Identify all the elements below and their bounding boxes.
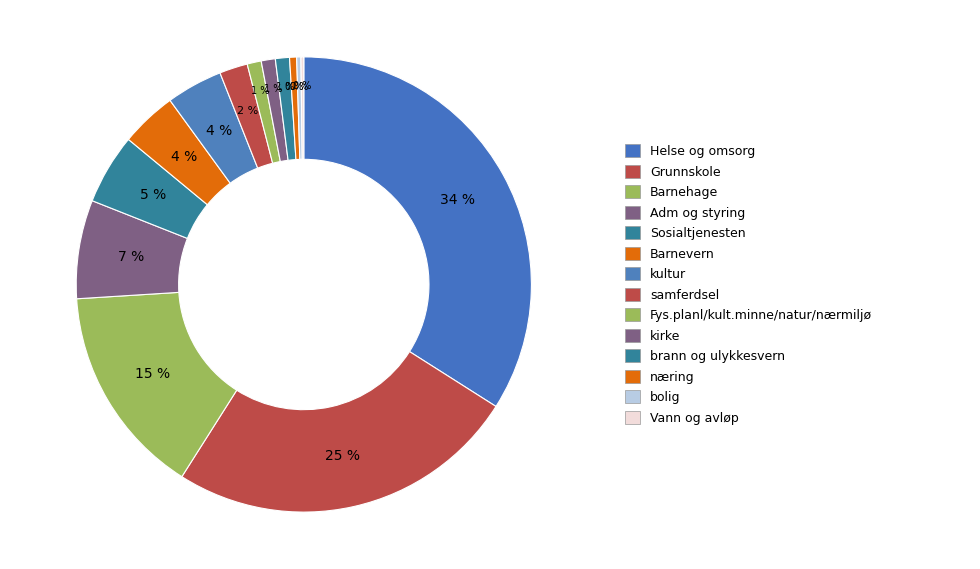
Text: 0 %: 0 %	[290, 81, 309, 92]
Text: 1 %: 1 %	[276, 83, 294, 92]
Wedge shape	[182, 352, 496, 512]
Wedge shape	[247, 61, 280, 163]
Text: 4 %: 4 %	[206, 124, 232, 138]
Wedge shape	[92, 139, 208, 238]
Wedge shape	[275, 57, 296, 160]
Text: 25 %: 25 %	[324, 448, 360, 463]
Wedge shape	[297, 57, 302, 159]
Text: 1 %: 1 %	[252, 86, 270, 96]
Wedge shape	[128, 100, 230, 205]
Legend: Helse og omsorg, Grunnskole, Barnehage, Adm og styring, Sosialtjenesten, Barneve: Helse og omsorg, Grunnskole, Barnehage, …	[621, 141, 876, 428]
Wedge shape	[170, 73, 258, 183]
Wedge shape	[301, 57, 304, 159]
Text: 2 %: 2 %	[237, 106, 258, 116]
Wedge shape	[76, 201, 187, 299]
Text: 0 %: 0 %	[293, 81, 312, 92]
Text: 34 %: 34 %	[440, 193, 475, 207]
Wedge shape	[289, 57, 300, 159]
Wedge shape	[220, 64, 272, 168]
Wedge shape	[261, 59, 288, 162]
Text: 1 %: 1 %	[264, 84, 282, 94]
Text: 15 %: 15 %	[135, 366, 171, 381]
Wedge shape	[76, 292, 237, 477]
Text: 7 %: 7 %	[118, 250, 144, 264]
Wedge shape	[304, 57, 531, 406]
Text: 4 %: 4 %	[171, 150, 197, 164]
Text: 5 %: 5 %	[140, 188, 166, 203]
Text: 0 %: 0 %	[285, 82, 304, 92]
